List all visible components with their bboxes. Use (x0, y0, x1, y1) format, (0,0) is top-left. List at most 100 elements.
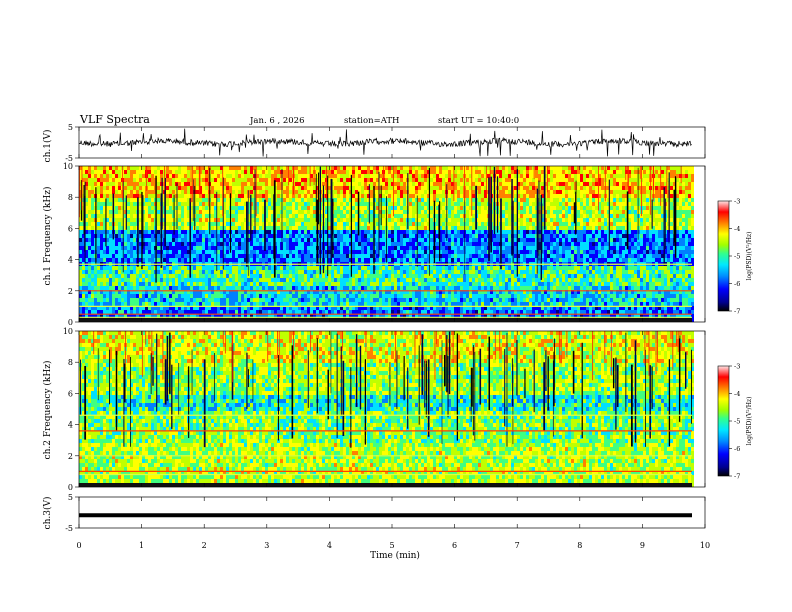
spectrogram-cell (124, 222, 127, 226)
spectrogram-cell (286, 174, 289, 178)
spectrogram-cell (256, 254, 259, 258)
spectrogram-cell (103, 190, 106, 194)
spectrogram-cell (328, 290, 331, 294)
spectrogram-cell (259, 202, 262, 206)
spectrogram-cell (268, 290, 271, 294)
spectrogram-cell (397, 214, 400, 218)
spectrogram-cell (448, 302, 451, 306)
spectrogram-cell (238, 294, 241, 298)
spectrogram-cell (145, 198, 148, 202)
spectrogram-cell (301, 226, 304, 230)
spectrogram-cell (340, 314, 343, 318)
spectrogram-cell (271, 226, 274, 230)
spectrogram-cell (334, 254, 337, 258)
spectrogram-cell (460, 286, 463, 290)
spectrogram-cell (430, 206, 433, 210)
spectrogram-cell (346, 174, 349, 178)
spectrogram-cell (310, 174, 313, 178)
spectrogram-cell (397, 258, 400, 262)
spectrogram-cell (187, 214, 190, 218)
spectrogram-cell (418, 306, 421, 310)
spectrogram-cell (268, 306, 271, 310)
spectrogram-cell (442, 222, 445, 226)
spectrogram-cell (340, 298, 343, 302)
spectrogram-cell (403, 182, 406, 186)
spectrogram-cell (256, 258, 259, 262)
spectrogram-cell (388, 178, 391, 182)
spectrogram-cell (421, 266, 424, 270)
spectrogram-cell (448, 274, 451, 278)
spectrogram-cell (112, 190, 115, 194)
spectrogram-cell (367, 234, 370, 238)
spectrogram-cell (439, 210, 442, 214)
spectrogram-cell (112, 166, 115, 170)
spectrogram-cell (370, 214, 373, 218)
spectrogram-cell (259, 166, 262, 170)
spectrogram-cell (349, 298, 352, 302)
spectrogram-cell (334, 314, 337, 318)
spectrogram-cell (82, 234, 85, 238)
spectrogram-cell (424, 230, 427, 234)
spectrogram-cell (109, 194, 112, 198)
spectrogram-cell (127, 278, 130, 282)
spectrogram-cell (103, 310, 106, 314)
spectrogram-cell (286, 182, 289, 186)
spectrogram-cell (277, 194, 280, 198)
spectrogram-cell (211, 246, 214, 250)
spectrogram-cell (379, 178, 382, 182)
spectrogram-cell (94, 310, 97, 314)
spectrogram-cell (202, 242, 205, 246)
spectrogram-cell (184, 238, 187, 242)
spectrogram-cell (376, 274, 379, 278)
spectrogram-cell (169, 190, 172, 194)
spectrogram-cell (184, 306, 187, 310)
spectrogram-cell (421, 186, 424, 190)
spectrogram-cell (82, 306, 85, 310)
spectrogram-cell (151, 258, 154, 262)
spectrogram-cell (241, 298, 244, 302)
spectrogram-cell (139, 234, 142, 238)
spectrogram-cell (409, 270, 412, 274)
spectrogram-cell (79, 202, 82, 206)
spectrogram-cell (334, 278, 337, 282)
spectrogram-cell (406, 314, 409, 318)
spectrogram-cell (460, 190, 463, 194)
spectrogram-cell (178, 266, 181, 270)
spectrogram-cell (178, 198, 181, 202)
spectrogram-cell (157, 210, 160, 214)
spectrogram-cell (343, 250, 346, 254)
spectrogram-cell (214, 214, 217, 218)
spectrogram-cell (247, 186, 250, 190)
spectrogram-cell (421, 278, 424, 282)
spectrogram-cell (424, 250, 427, 254)
spectrogram-cell (97, 242, 100, 246)
spectrogram-cell (337, 294, 340, 298)
spectrogram-cell (103, 314, 106, 318)
spectrogram-cell (331, 266, 334, 270)
spectrogram-cell (301, 250, 304, 254)
spectrogram-cell (268, 302, 271, 306)
spectrogram-cell (382, 274, 385, 278)
spectrogram-cell (121, 314, 124, 318)
spectrogram-cell (115, 190, 118, 194)
spectrogram-cell (142, 194, 145, 198)
spectrogram-cell (268, 294, 271, 298)
spectrogram-cell (394, 230, 397, 234)
spectrogram-cell (340, 282, 343, 286)
spectrogram-cell (88, 174, 91, 178)
spectrogram-cell (325, 250, 328, 254)
spectrogram-cell (124, 206, 127, 210)
spectrogram-cell (190, 222, 193, 226)
spectrogram-cell (253, 290, 256, 294)
spectrogram-cell (166, 174, 169, 178)
spectrogram-cell (292, 270, 295, 274)
spectrogram-cell (277, 214, 280, 218)
spectrogram-cell (313, 278, 316, 282)
spectrogram-cell (229, 278, 232, 282)
spectrogram-cell (166, 250, 169, 254)
spectrogram-cell (136, 274, 139, 278)
spectrogram-cell (235, 278, 238, 282)
spectrogram-cell (145, 222, 148, 226)
spectrogram-cell (367, 206, 370, 210)
spectrogram-cell (100, 170, 103, 174)
